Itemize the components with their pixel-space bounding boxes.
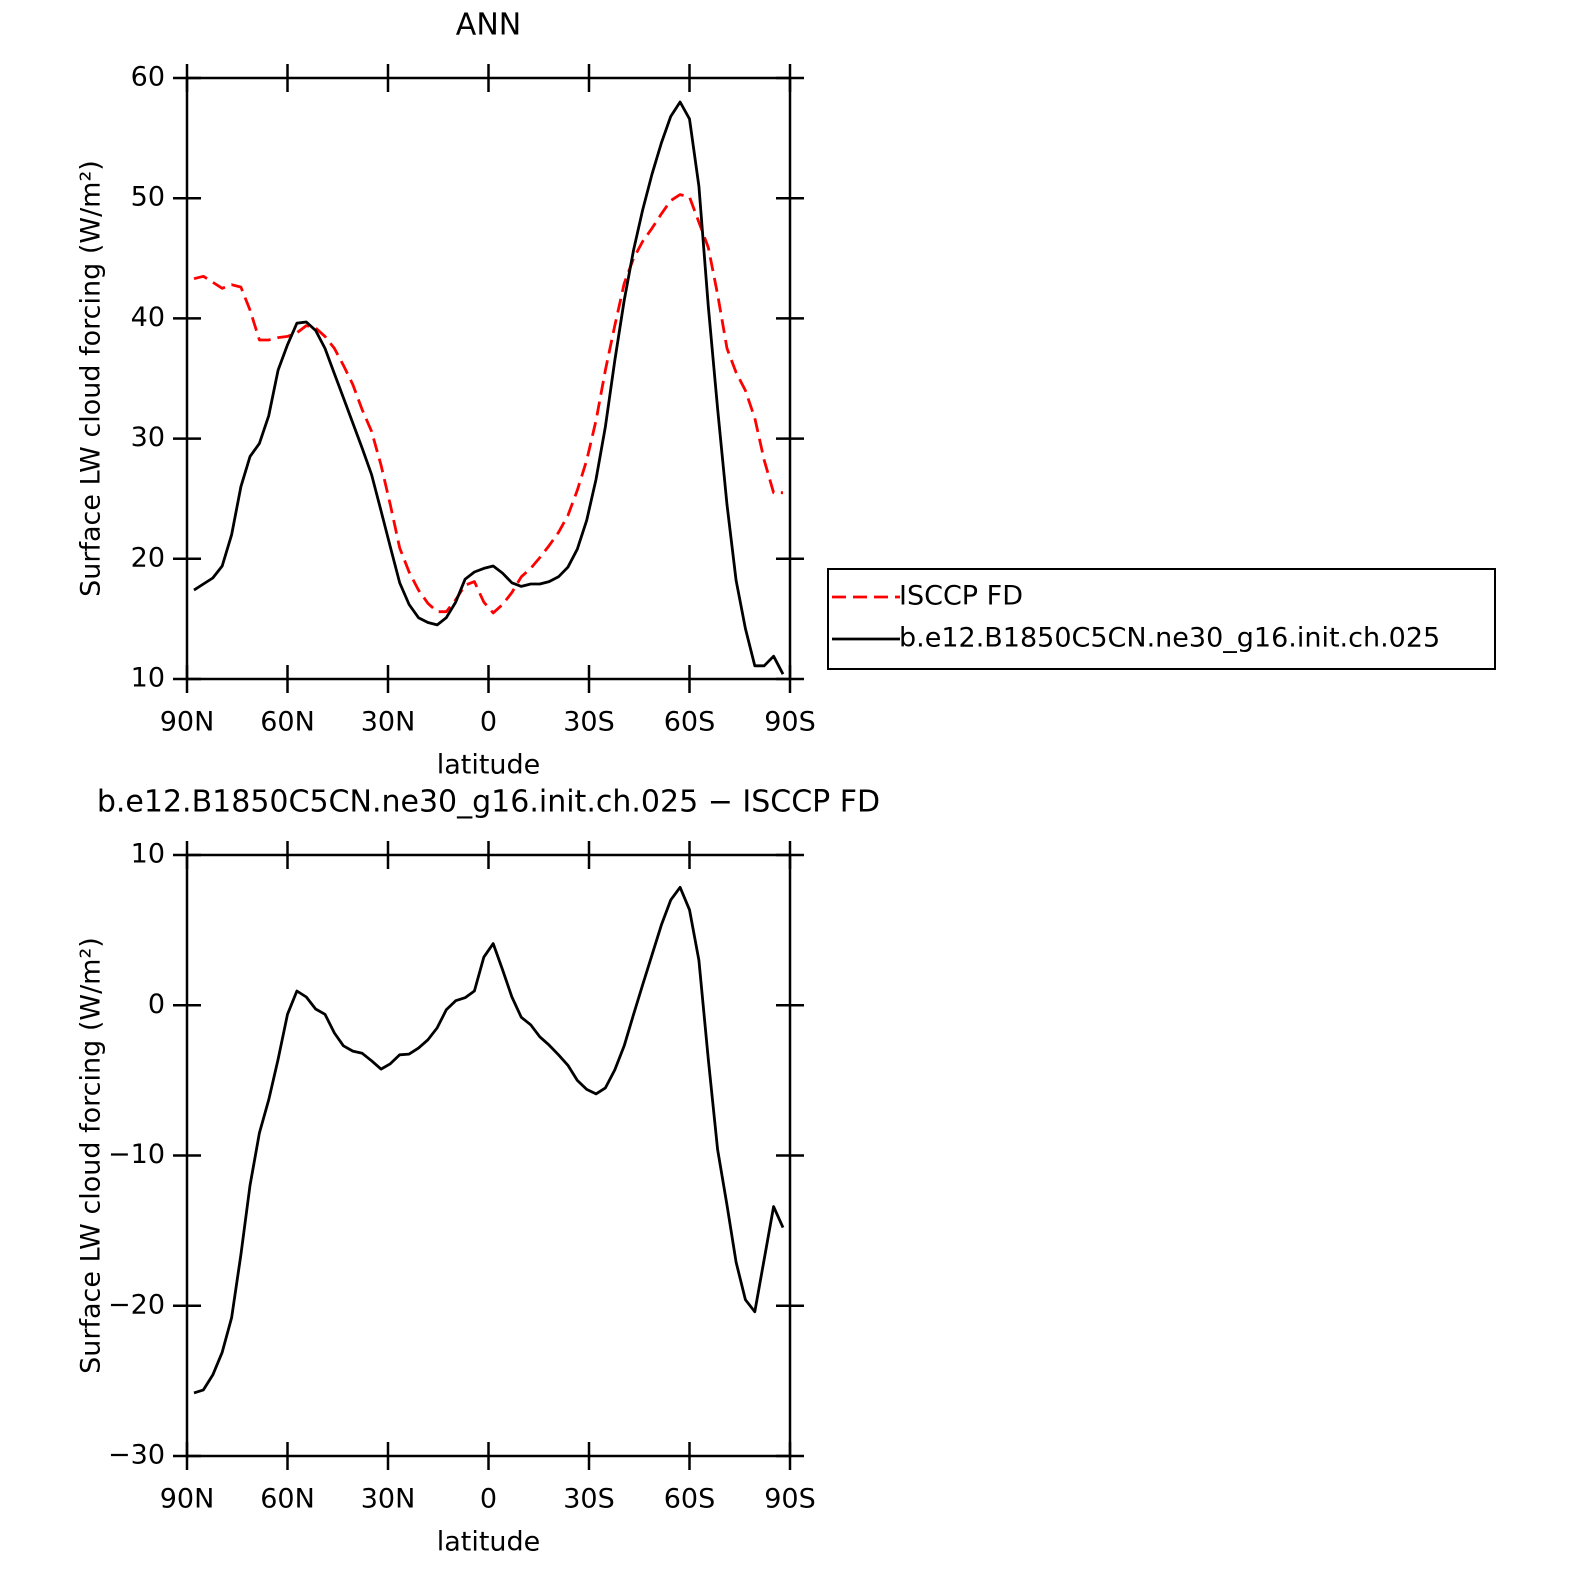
y-tick-label: 40 xyxy=(131,302,165,333)
legend-box xyxy=(827,568,1496,670)
chart-title: ANN xyxy=(456,8,521,43)
y-tick-label: 0 xyxy=(148,989,165,1020)
x-axis-label: latitude xyxy=(437,1527,541,1558)
x-tick-label: 90N xyxy=(160,707,215,738)
y-tick-label: 10 xyxy=(131,839,165,870)
y-tick-label: 30 xyxy=(131,422,165,453)
data-line xyxy=(193,193,783,615)
x-tick-label: 60N xyxy=(260,707,315,738)
y-tick-label: 50 xyxy=(131,182,165,213)
x-tick-label: 30S xyxy=(563,1484,615,1515)
x-tick-label: 60S xyxy=(664,707,716,738)
y-tick-label: −30 xyxy=(108,1440,165,1471)
plot-frame xyxy=(185,853,792,1458)
y-axis-label: Surface LW cloud forcing (W/m²) xyxy=(76,160,107,597)
x-tick-label: 90S xyxy=(764,1484,816,1515)
x-tick-label: 0 xyxy=(480,707,497,738)
y-axis-label: Surface LW cloud forcing (W/m²) xyxy=(76,937,107,1374)
y-tick-label: −10 xyxy=(108,1139,165,1170)
x-tick-label: 30S xyxy=(563,707,615,738)
data-line xyxy=(193,100,785,675)
x-tick-label: 30N xyxy=(361,1484,416,1515)
y-tick-label: 60 xyxy=(131,62,165,93)
x-axis-label: latitude xyxy=(437,750,541,781)
y-tick-label: 20 xyxy=(131,542,165,573)
x-tick-label: 90N xyxy=(160,1484,215,1515)
y-tick-label: −20 xyxy=(108,1289,165,1320)
x-tick-label: 30N xyxy=(361,707,416,738)
x-tick-label: 0 xyxy=(480,1484,497,1515)
panel: ANN 10 20 30 40 50 60 90N 60N 30N 0 30S 60S 90S latitu… xyxy=(76,8,1496,781)
x-tick-label: 60N xyxy=(260,1484,315,1515)
y-tick-label: 10 xyxy=(131,663,165,694)
panel: b.e12.B1850C5CN.ne30_g16.init.ch.025 − I… xyxy=(76,785,881,1558)
legend-label: b.e12.B1850C5CN.ne30_g16.init.ch.025 xyxy=(899,623,1440,654)
x-tick-label: 90S xyxy=(764,707,816,738)
legend-label: ISCCP FD xyxy=(899,581,1023,612)
data-line xyxy=(193,885,785,1395)
chart-title: b.e12.B1850C5CN.ne30_g16.init.ch.025 − I… xyxy=(97,785,880,820)
x-tick-label: 60S xyxy=(664,1484,716,1515)
